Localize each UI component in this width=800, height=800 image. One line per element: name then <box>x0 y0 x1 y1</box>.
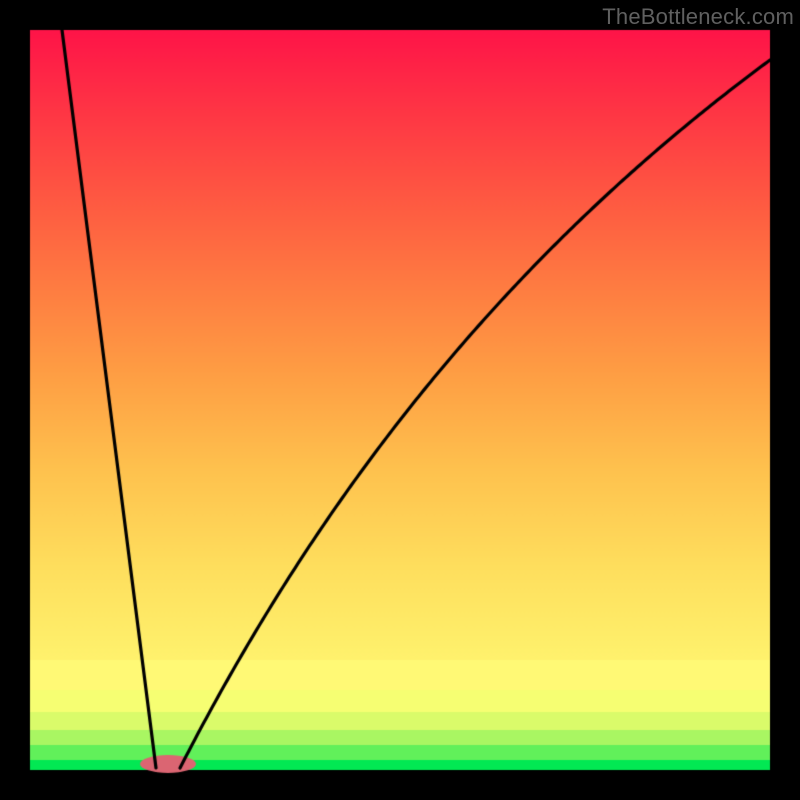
bottleneck-chart-canvas <box>0 0 800 800</box>
watermark-text: TheBottleneck.com <box>602 4 794 30</box>
chart-container: TheBottleneck.com <box>0 0 800 800</box>
